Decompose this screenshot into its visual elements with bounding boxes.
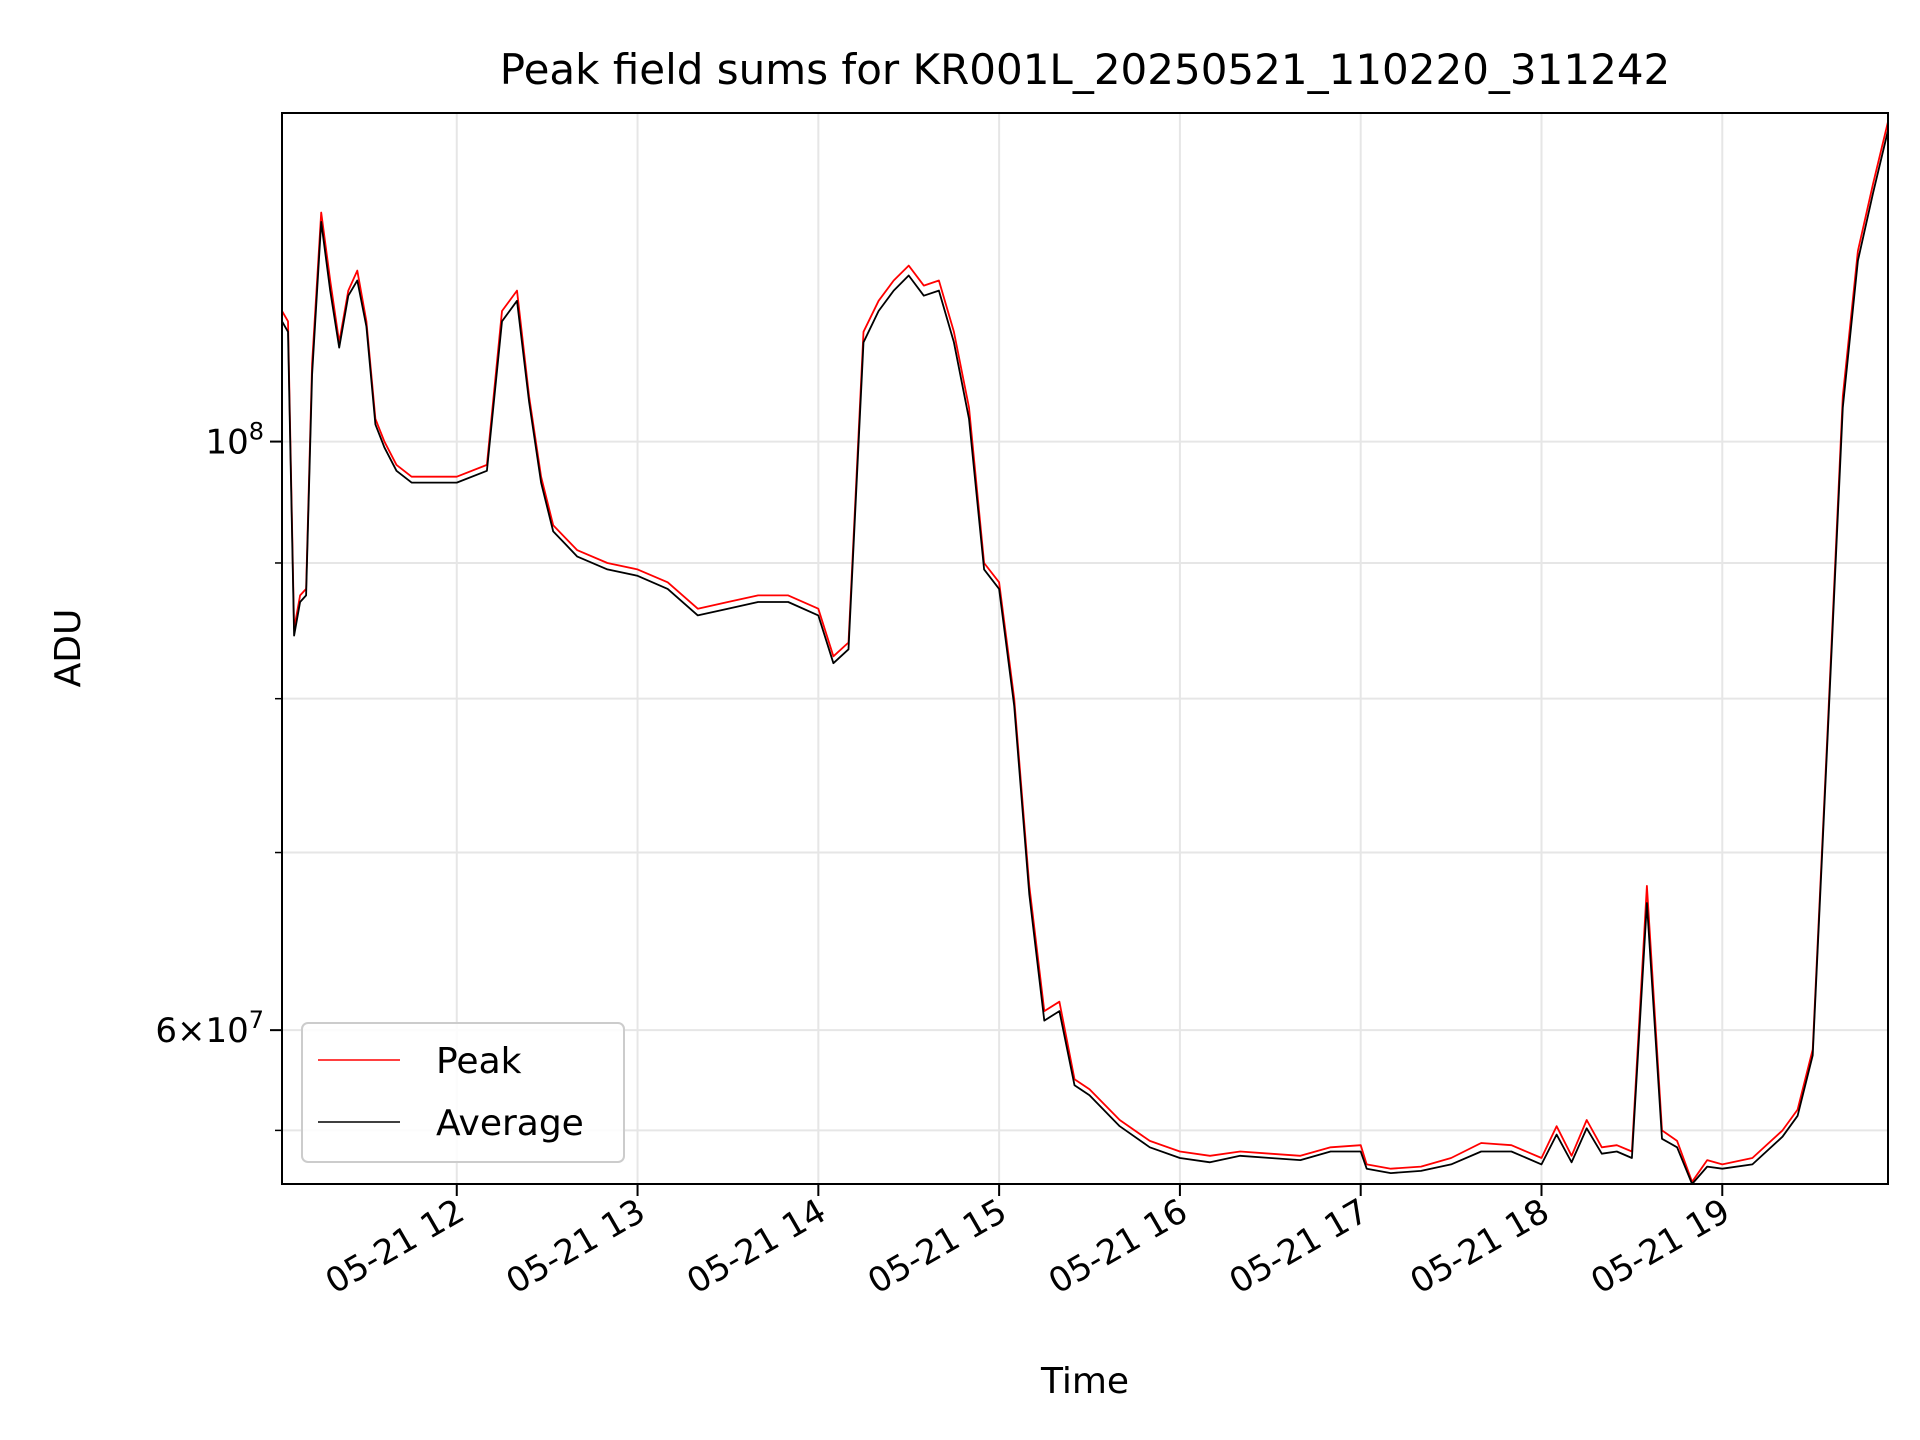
y-tick-label: 108: [205, 418, 264, 463]
legend-box: [301, 1022, 625, 1163]
x-axis-label: Time: [1040, 1361, 1129, 1402]
plot-frame: [281, 112, 1889, 1185]
y-tick-label: 6×107: [155, 1006, 264, 1051]
legend-label-peak: Peak: [436, 1041, 522, 1082]
legend-label-average: Average: [436, 1103, 584, 1144]
plot-lines: [281, 121, 1889, 1185]
legend: Peak Average: [301, 1022, 625, 1163]
series-line-average: [281, 130, 1889, 1185]
chart-title: Peak field sums for KR001L_20250521_1102…: [500, 45, 1671, 94]
y-axis-label: ADU: [48, 609, 89, 688]
